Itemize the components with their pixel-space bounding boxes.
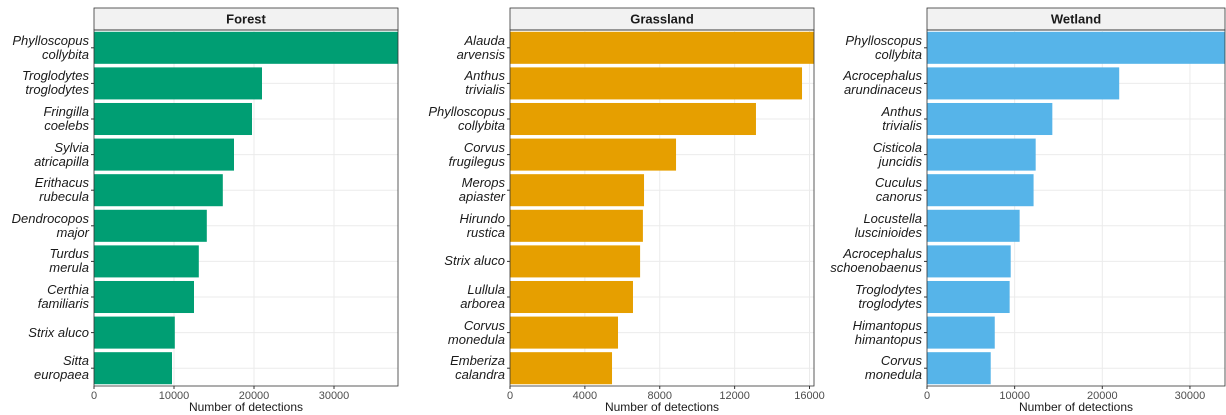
y-tick-label: Sitta europaea — [34, 353, 89, 383]
bar — [94, 174, 223, 207]
x-axis-title: Number of detections — [189, 400, 303, 414]
x-tick-label: 30000 — [319, 390, 350, 402]
panel-border — [926, 29, 1226, 387]
bar — [927, 316, 995, 349]
x-tick-label: 0 — [91, 390, 97, 402]
y-tick-label: Locustella luscinioides — [854, 210, 922, 240]
bar — [94, 316, 175, 349]
y-tick-label: Acrocephalus arundinaceus — [843, 68, 922, 98]
bar — [510, 67, 803, 100]
bar — [510, 31, 814, 64]
x-tick-label: 20000 — [239, 390, 270, 402]
y-tick-label: Strix aluco — [28, 324, 89, 340]
y-tick-label: Anthus trivialis — [464, 68, 505, 98]
x-tick-label: 30000 — [1175, 390, 1206, 402]
y-tick-label: Himantopus himantopus — [852, 317, 922, 347]
bar — [927, 67, 1120, 100]
y-tick-label: Corvus frugilegus — [448, 139, 505, 169]
x-tick-label: 10000 — [159, 390, 190, 402]
bar — [94, 67, 262, 100]
y-tick-label: Corvus monedula — [864, 353, 922, 383]
y-tick-label: Hirundo rustica — [459, 210, 505, 240]
bar — [94, 102, 252, 136]
y-tick-label: Dendrocopos major — [11, 210, 89, 240]
bar — [510, 280, 633, 314]
y-tick-label: Merops apiaster — [458, 175, 505, 205]
bar — [94, 245, 199, 278]
x-tick-label: 16000 — [794, 390, 825, 402]
panel-title: Wetland — [1051, 11, 1101, 26]
bar — [927, 245, 1011, 278]
bar — [510, 316, 619, 349]
bar — [927, 138, 1036, 171]
bar — [510, 209, 643, 242]
y-tick-label: Turdus merula — [49, 246, 89, 276]
y-tick-label: Erithacus rubecula — [34, 175, 89, 205]
y-tick-label: Emberiza calandra — [450, 353, 505, 383]
x-tick-label: 0 — [924, 390, 930, 402]
y-tick-label: Troglodytes troglodytes — [855, 282, 922, 311]
y-tick-label: Lullula arborea — [460, 282, 505, 311]
bar — [94, 209, 207, 242]
bar — [927, 174, 1034, 207]
x-tick-label: 8000 — [648, 390, 672, 402]
x-tick-label: 4000 — [573, 390, 597, 402]
x-axis-title: Number of detections — [1019, 400, 1133, 414]
y-tick-label: Phylloscopus collybita — [428, 104, 505, 133]
bar — [94, 280, 194, 314]
bar — [94, 31, 398, 64]
panel-title: Forest — [226, 11, 266, 26]
y-tick-label: Fringilla coelebs — [43, 104, 89, 133]
panel-title: Grassland — [630, 11, 694, 26]
y-tick-label: Cuculus canorus — [875, 175, 922, 205]
x-tick-label: 10000 — [999, 390, 1030, 402]
x-tick-label: 20000 — [1087, 390, 1118, 402]
bar — [94, 138, 234, 171]
y-tick-label: Phylloscopus collybita — [845, 32, 922, 62]
y-tick-label: Anthus trivialis — [881, 104, 922, 133]
y-tick-label: Cisticola juncidis — [872, 139, 922, 169]
y-tick-label: Sylvia atricapilla — [34, 139, 89, 169]
panel-border — [93, 29, 399, 387]
y-tick-label: Phylloscopus collybita — [12, 32, 89, 62]
bar — [510, 174, 645, 207]
bar — [510, 138, 677, 171]
bar — [927, 280, 1010, 314]
y-tick-label: Acrocephalus schoenobaenus — [830, 246, 922, 276]
y-tick-label: Troglodytes troglodytes — [22, 68, 89, 98]
y-tick-label: Corvus monedula — [447, 317, 505, 347]
x-tick-label: 12000 — [719, 390, 750, 402]
x-axis-title: Number of detections — [605, 400, 719, 414]
bar — [94, 352, 172, 385]
bar — [510, 102, 756, 136]
bar — [927, 31, 1225, 64]
bar — [927, 352, 991, 385]
y-tick-label: Certhia familiaris — [37, 282, 89, 311]
panel-border — [509, 29, 815, 387]
bar — [927, 209, 1020, 242]
y-tick-label: Strix aluco — [444, 253, 505, 269]
bar — [510, 245, 641, 278]
bar — [510, 352, 613, 385]
y-tick-label: Alauda arvensis — [456, 32, 505, 62]
x-tick-label: 0 — [507, 390, 513, 402]
bar — [927, 102, 1053, 136]
